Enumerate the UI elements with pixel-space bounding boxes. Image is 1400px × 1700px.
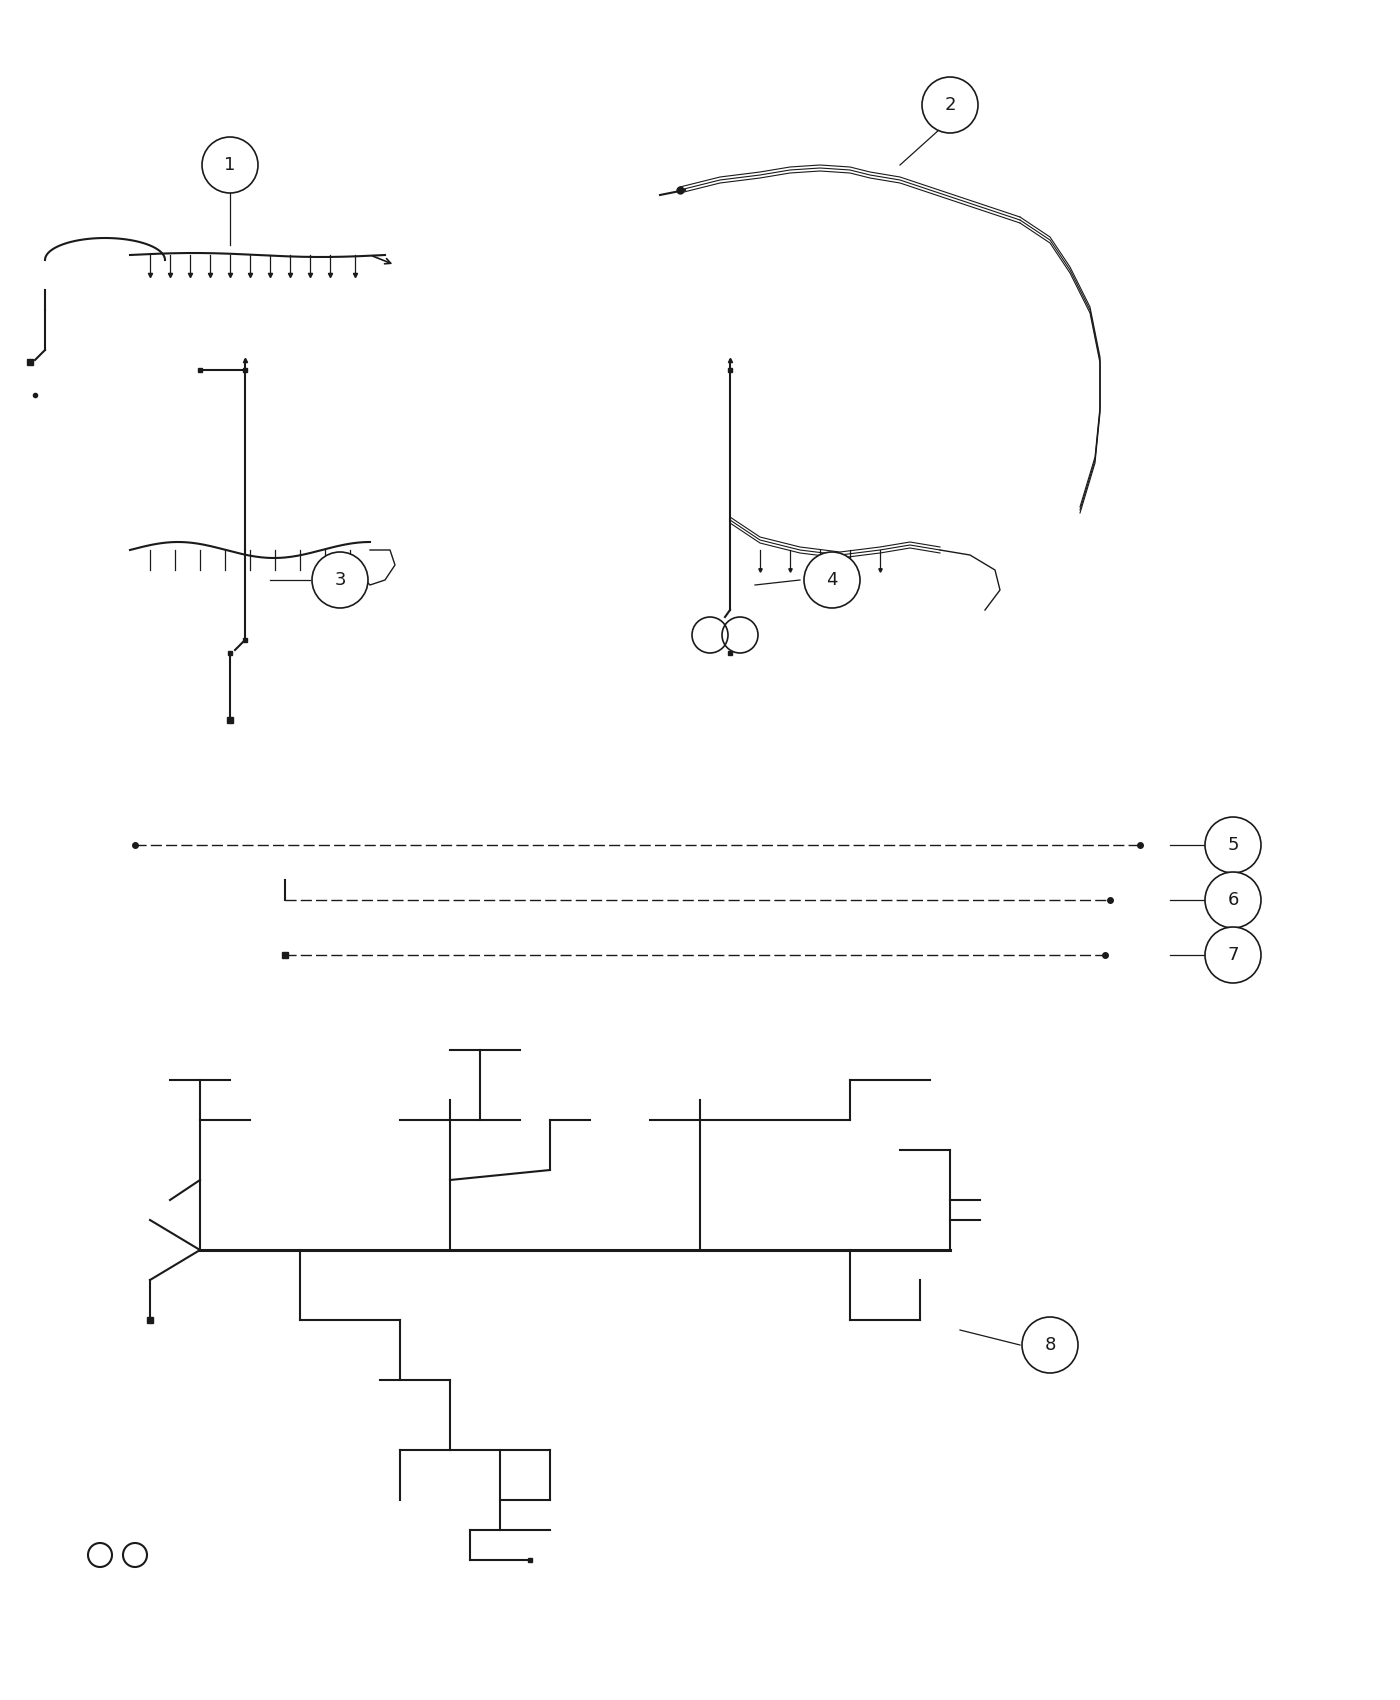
Circle shape <box>1205 872 1261 928</box>
Text: 4: 4 <box>826 571 837 588</box>
Text: 7: 7 <box>1228 945 1239 964</box>
Circle shape <box>923 76 979 133</box>
Circle shape <box>1022 1318 1078 1374</box>
Text: 3: 3 <box>335 571 346 588</box>
Circle shape <box>804 552 860 609</box>
Text: 6: 6 <box>1228 891 1239 910</box>
Circle shape <box>1205 818 1261 874</box>
Text: 1: 1 <box>224 156 235 173</box>
Circle shape <box>202 138 258 194</box>
Text: 8: 8 <box>1044 1336 1056 1353</box>
Circle shape <box>1205 927 1261 983</box>
Text: 5: 5 <box>1228 836 1239 853</box>
Circle shape <box>312 552 368 609</box>
Text: 2: 2 <box>944 95 956 114</box>
